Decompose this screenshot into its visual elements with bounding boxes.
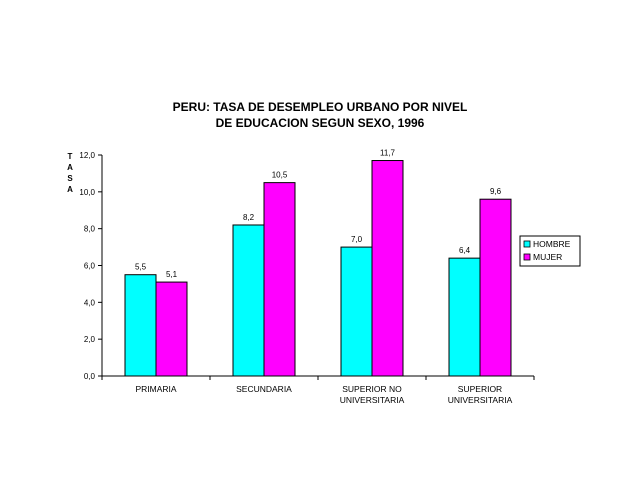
y-axis-label-letter: T: [68, 152, 73, 161]
x-category-label: SUPERIOR NO: [342, 384, 402, 394]
x-category-label: UNIVERSITARIA: [448, 395, 513, 405]
legend-swatch-hombre: [523, 240, 531, 248]
legend-box: [519, 235, 581, 267]
x-category-label: UNIVERSITARIA: [340, 395, 405, 405]
legend-label: MUJER: [533, 252, 562, 262]
bar-mujer-3: [479, 198, 512, 377]
y-axis-label-letter: A: [67, 185, 73, 194]
data-label: 5,1: [166, 270, 178, 279]
legend-label: HOMBRE: [533, 239, 571, 249]
y-axis-label-letter: S: [67, 174, 73, 183]
bar-hombre-0: [124, 274, 157, 377]
data-label: 6,4: [459, 246, 471, 255]
bar-mujer-0: [155, 281, 188, 377]
x-category-label: PRIMARIA: [135, 384, 176, 394]
bar-hombre-2: [340, 246, 373, 377]
bar-mujer-2: [371, 160, 404, 377]
y-tick-label: 4,0: [84, 298, 96, 307]
y-tick-label: 2,0: [84, 335, 96, 344]
bar-mujer-1: [263, 182, 296, 377]
y-tick-label: 0,0: [84, 372, 96, 381]
data-label: 5,5: [135, 263, 147, 272]
bar-hombre-1: [232, 224, 265, 377]
y-tick-label: 12,0: [79, 151, 95, 160]
legend-swatch-mujer: [523, 253, 531, 261]
chart-title-line: DE EDUCACION SEGUN SEXO, 1996: [216, 116, 425, 130]
x-category-label: SUPERIOR: [458, 384, 502, 394]
data-label: 10,5: [272, 171, 288, 180]
data-label: 9,6: [490, 187, 502, 196]
data-label: 11,7: [380, 149, 396, 158]
y-axis-label-letter: A: [67, 163, 73, 172]
x-category-label: SECUNDARIA: [236, 384, 292, 394]
y-tick-label: 6,0: [84, 262, 96, 271]
data-label: 7,0: [351, 235, 363, 244]
y-tick-label: 8,0: [84, 225, 96, 234]
y-tick-label: 10,0: [79, 188, 95, 197]
data-label: 8,2: [243, 213, 255, 222]
chart-title-line: PERU: TASA DE DESEMPLEO URBANO POR NIVEL: [173, 100, 468, 114]
bar-hombre-3: [448, 257, 481, 377]
